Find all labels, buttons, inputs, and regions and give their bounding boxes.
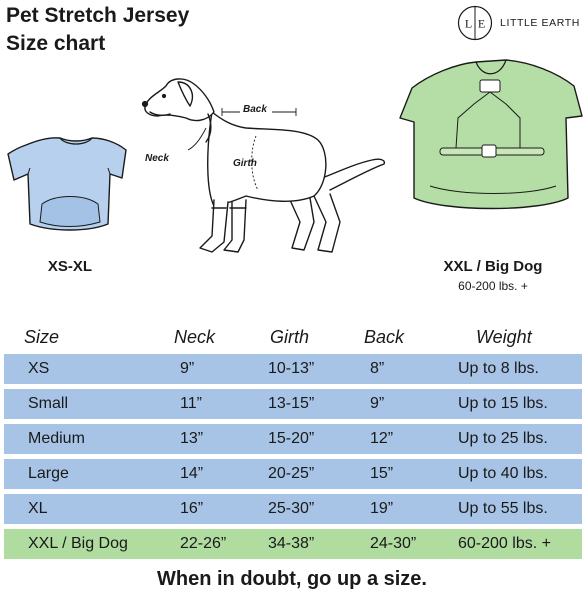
brand-logo-icon: L E — [457, 5, 493, 41]
cell-girth: 34-38” — [268, 535, 315, 552]
cell-size: Small — [28, 395, 69, 412]
cell-size: XXL / Big Dog — [28, 535, 128, 552]
dog-measure-lines — [187, 108, 297, 191]
dog-label-neck: Neck — [145, 153, 169, 164]
cell-neck: 22-26” — [180, 535, 227, 552]
cell-neck: 14” — [180, 465, 204, 482]
cell-back: 9” — [370, 395, 385, 412]
cell-weight: Up to 15 lbs. — [458, 395, 548, 412]
cell-size: Large — [28, 465, 69, 482]
cell-back: 12” — [370, 430, 394, 447]
footer-note: When in doubt, go up a size. — [157, 568, 427, 590]
brand: L E LITTLE EARTH — [457, 5, 580, 41]
illustrations — [7, 59, 583, 253]
table-row: Large 14” 20-25” 15” Up to 40 lbs. — [4, 459, 582, 489]
big-shirt-label: XXL / Big Dog — [443, 258, 543, 275]
small-shirt-label: XS-XL — [47, 258, 93, 275]
small-shirt-icon — [7, 137, 127, 231]
cell-size: XS — [28, 360, 50, 377]
cell-weight: 60-200 lbs. + — [458, 535, 551, 552]
title-line-1: Pet Stretch Jersey — [6, 4, 190, 27]
cell-size: XL — [28, 500, 48, 517]
table-row: XL 16” 25-30” 19” Up to 55 lbs. — [4, 494, 582, 524]
big-shirt-sublabel: 60-200 lbs. + — [458, 279, 528, 293]
cell-back: 19” — [370, 500, 394, 517]
brand-logo-letter-left: L — [465, 17, 472, 31]
dog-label-back: Back — [243, 104, 267, 115]
cell-weight: Up to 8 lbs. — [458, 360, 539, 377]
header-neck: Neck — [174, 326, 216, 347]
cell-girth: 15-20” — [268, 430, 315, 447]
table-header-row: Size Neck Girth Back Weight — [4, 322, 582, 352]
cell-girth: 25-30” — [268, 500, 315, 517]
cell-neck: 9” — [180, 360, 195, 377]
cell-back: 24-30” — [370, 535, 417, 552]
dog-icon — [141, 78, 386, 253]
table-row: Small 11” 13-15” 9” Up to 15 lbs. — [4, 389, 582, 419]
table-row: Medium 13” 15-20” 12” Up to 25 lbs. — [4, 424, 582, 454]
cell-back: 15” — [370, 465, 394, 482]
cell-weight: Up to 25 lbs. — [458, 430, 548, 447]
cell-neck: 11” — [180, 395, 202, 412]
brand-logo-letter-right: E — [478, 17, 485, 31]
brand-name: LITTLE EARTH — [500, 17, 580, 29]
cell-weight: Up to 40 lbs. — [458, 465, 548, 482]
header-back: Back — [364, 326, 405, 347]
title-line-2: Size chart — [6, 32, 106, 55]
cell-weight: Up to 55 lbs. — [458, 500, 548, 517]
dog-label-girth: Girth — [233, 158, 257, 169]
header-girth: Girth — [270, 326, 310, 347]
cell-neck: 16” — [180, 500, 204, 517]
cell-back: 8” — [370, 360, 385, 377]
cell-neck: 13” — [180, 430, 204, 447]
cell-girth: 13-15” — [268, 395, 315, 412]
page-title: Pet Stretch Jersey Size chart — [6, 2, 189, 58]
table-row: XXL / Big Dog 22-26” 34-38” 24-30” 60-20… — [4, 529, 582, 559]
header-size: Size — [24, 326, 60, 347]
cell-size: Medium — [28, 430, 85, 447]
table-row: XS 9” 10-13” 8” Up to 8 lbs. — [4, 354, 582, 384]
big-shirt-icon — [399, 59, 583, 210]
cell-girth: 20-25” — [268, 465, 315, 482]
header-weight: Weight — [476, 326, 532, 347]
cell-girth: 10-13” — [268, 360, 315, 377]
